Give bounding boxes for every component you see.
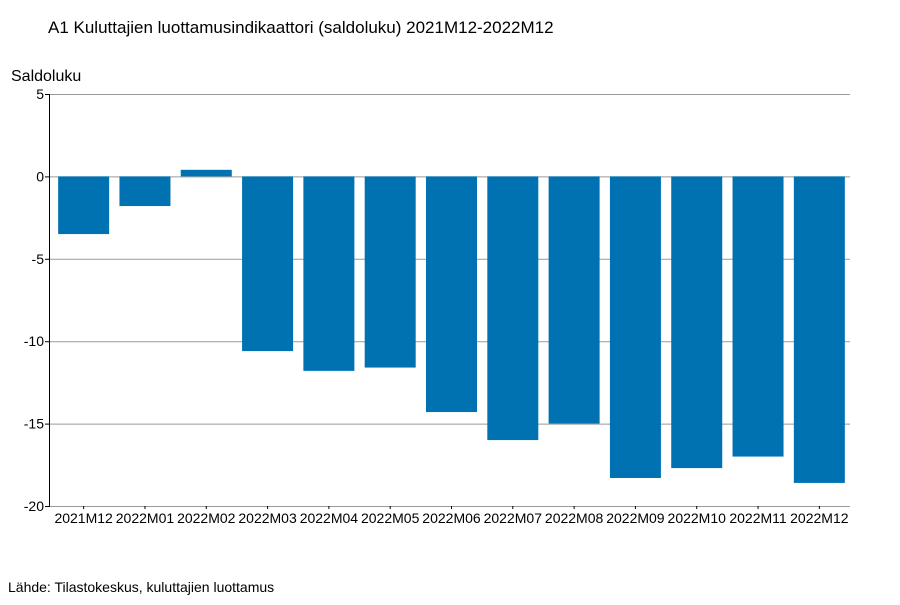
x-axis-ticks: 2021M12 2022M01 2022M02 2022M03 2022M04 2022M… [54, 506, 849, 526]
bar [119, 176, 171, 207]
x-tick-label: 2022M10 [668, 510, 727, 526]
y-tick-label: -10 [24, 333, 44, 349]
y-tick-label: -20 [24, 498, 44, 514]
y-axis-label: Saldoluku [11, 68, 81, 85]
bars [58, 169, 845, 483]
bar [58, 176, 110, 235]
bar [732, 176, 784, 457]
y-tick-label: 0 [36, 168, 44, 184]
y-axis-ticks: 5 0 -5 -10 -15 -20 [24, 86, 44, 514]
x-tick-label: 2022M04 [300, 510, 359, 526]
y-tick-label: 5 [36, 86, 44, 102]
y-tick-label: -5 [32, 251, 45, 267]
x-tick-label: 2022M09 [606, 510, 665, 526]
x-tick-label: 2022M12 [790, 510, 849, 526]
bar [242, 176, 294, 352]
x-tick-label: 2022M08 [545, 510, 604, 526]
bar [180, 169, 232, 177]
x-tick-label: 2022M01 [116, 510, 175, 526]
bar [793, 176, 845, 483]
y-tick-label: -15 [24, 416, 44, 432]
bar [426, 176, 477, 413]
bar [671, 176, 723, 469]
chart-title: A1 Kuluttajien luottamusindikaattori (sa… [48, 18, 554, 37]
bar [548, 176, 600, 424]
bar [303, 176, 355, 371]
x-tick-label: 2022M03 [238, 510, 297, 526]
x-tick-label: 2021M12 [54, 510, 113, 526]
x-tick-label: 2022M06 [422, 510, 481, 526]
x-tick-label: 2022M02 [177, 510, 236, 526]
bar [487, 176, 539, 441]
source-note: Lähde: Tilastokeskus, kuluttajien luotta… [8, 579, 274, 595]
x-tick-label: 2022M07 [484, 510, 543, 526]
bar [609, 176, 661, 478]
x-tick-label: 2022M11 [729, 510, 787, 526]
bar [364, 176, 416, 368]
x-tick-label: 2022M05 [361, 510, 420, 526]
